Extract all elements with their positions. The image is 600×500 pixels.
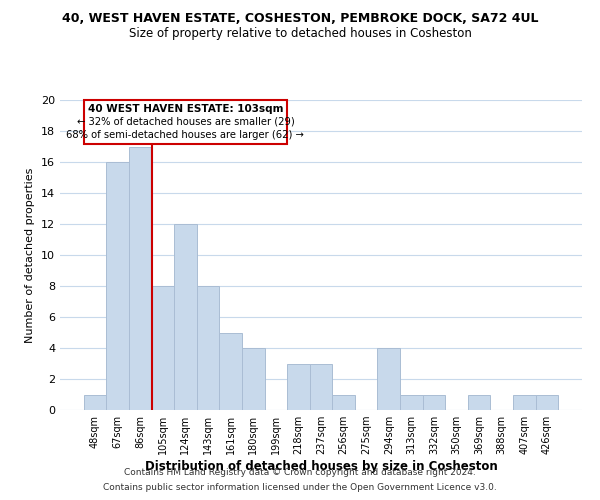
Bar [513, 394, 536, 410]
Bar [197, 286, 220, 410]
Bar [84, 394, 106, 410]
Bar [310, 364, 332, 410]
Bar [377, 348, 400, 410]
Bar [242, 348, 265, 410]
Bar [129, 146, 152, 410]
FancyBboxPatch shape [84, 100, 287, 144]
Text: 40 WEST HAVEN ESTATE: 103sqm: 40 WEST HAVEN ESTATE: 103sqm [88, 104, 283, 115]
Text: 40, WEST HAVEN ESTATE, COSHESTON, PEMBROKE DOCK, SA72 4UL: 40, WEST HAVEN ESTATE, COSHESTON, PEMBRO… [62, 12, 538, 26]
Bar [468, 394, 490, 410]
Bar [332, 394, 355, 410]
Text: Contains public sector information licensed under the Open Government Licence v3: Contains public sector information licen… [103, 483, 497, 492]
Text: 68% of semi-detached houses are larger (62) →: 68% of semi-detached houses are larger (… [67, 130, 304, 140]
Bar [106, 162, 129, 410]
Text: Contains HM Land Registry data © Crown copyright and database right 2024.: Contains HM Land Registry data © Crown c… [124, 468, 476, 477]
Bar [400, 394, 422, 410]
Text: Size of property relative to detached houses in Cosheston: Size of property relative to detached ho… [128, 28, 472, 40]
Bar [536, 394, 558, 410]
Bar [152, 286, 174, 410]
Bar [422, 394, 445, 410]
Bar [287, 364, 310, 410]
X-axis label: Distribution of detached houses by size in Cosheston: Distribution of detached houses by size … [145, 460, 497, 473]
Bar [220, 332, 242, 410]
Text: ← 32% of detached houses are smaller (29): ← 32% of detached houses are smaller (29… [77, 116, 294, 126]
Bar [174, 224, 197, 410]
Y-axis label: Number of detached properties: Number of detached properties [25, 168, 35, 342]
